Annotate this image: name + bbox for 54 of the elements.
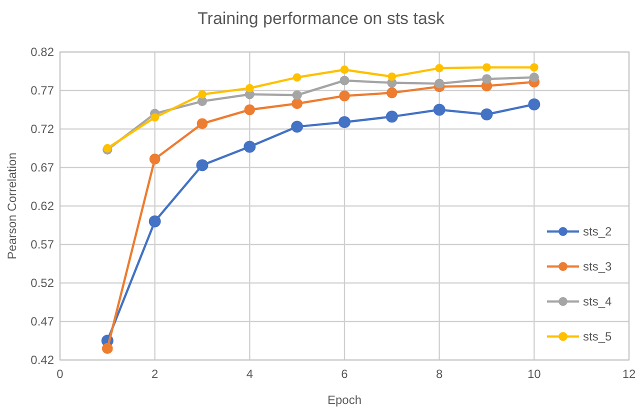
point xyxy=(482,63,491,72)
point xyxy=(103,144,112,152)
x-tick-label: 6 xyxy=(341,367,348,381)
legend-label: sts_5 xyxy=(583,330,612,344)
point xyxy=(434,78,444,88)
x-tick-label: 12 xyxy=(622,367,636,381)
point xyxy=(148,215,161,228)
y-tick-label: 0.42 xyxy=(30,353,54,367)
point xyxy=(292,90,302,100)
point xyxy=(338,116,350,128)
point xyxy=(196,118,208,130)
legend-label: sts_2 xyxy=(583,224,612,238)
point xyxy=(292,98,302,109)
point xyxy=(244,104,256,116)
point xyxy=(150,113,160,122)
y-tick-label: 0.62 xyxy=(30,199,54,213)
point xyxy=(529,72,539,82)
point xyxy=(530,63,538,72)
point xyxy=(340,76,350,86)
y-tick-label: 0.52 xyxy=(30,276,54,290)
point xyxy=(482,74,492,84)
point xyxy=(149,154,160,164)
point xyxy=(386,110,398,123)
x-tick-label: 10 xyxy=(527,367,542,381)
point xyxy=(198,90,206,99)
y-tick-label: 0.47 xyxy=(30,314,54,328)
point xyxy=(244,140,256,153)
point xyxy=(528,98,540,110)
y-tick-label: 0.57 xyxy=(30,238,54,252)
y-tick-label: 0.82 xyxy=(30,45,54,59)
chart-title: Training performance on sts task xyxy=(198,9,445,28)
legend-label: sts_3 xyxy=(583,260,612,274)
legend-label: sts_4 xyxy=(583,294,612,308)
x-tick-label: 0 xyxy=(56,367,64,381)
y-tick-label: 0.72 xyxy=(30,122,54,136)
point xyxy=(433,104,446,116)
point xyxy=(102,343,113,354)
point xyxy=(340,66,349,74)
point xyxy=(196,159,208,172)
y-tick-label: 0.77 xyxy=(30,84,54,98)
point xyxy=(480,108,493,120)
y-axis-title: Pearson Correlation xyxy=(5,152,19,260)
point xyxy=(435,64,444,72)
point xyxy=(291,120,304,133)
x-tick-label: 2 xyxy=(151,367,158,381)
point xyxy=(339,90,350,102)
point xyxy=(245,84,254,92)
point xyxy=(388,72,396,81)
x-tick-label: 4 xyxy=(246,367,254,381)
x-axis-title: Epoch xyxy=(327,393,362,407)
point xyxy=(386,87,398,98)
y-tick-label: 0.67 xyxy=(30,160,54,174)
x-tick-label: 8 xyxy=(436,367,443,381)
point xyxy=(292,73,302,82)
